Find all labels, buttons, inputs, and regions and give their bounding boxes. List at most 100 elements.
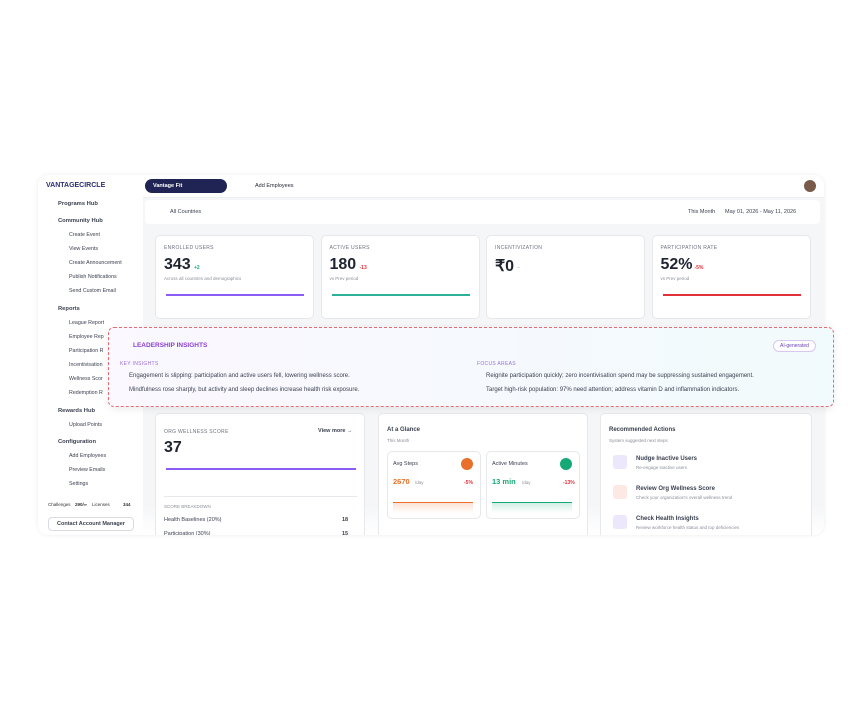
insights-panel: LEADERSHIP INSIGHTS AI-generated KEY INS… [108, 327, 834, 407]
kpi-note: Across all countries and demographics [164, 276, 242, 281]
nav-item[interactable]: Incentivisation [69, 362, 103, 368]
metric-value: 2670 [393, 477, 410, 486]
nav-item[interactable]: Programs Hub [58, 201, 98, 207]
nav-item[interactable]: View Events [69, 246, 99, 252]
licenses-label: Licenses [92, 502, 110, 507]
metric-delta: -5% [464, 480, 473, 486]
action-desc: Re-engage inactive users [636, 465, 688, 470]
metric-icon [461, 458, 473, 470]
nav-item[interactable]: Send Custom Email [69, 288, 116, 294]
breakdown-title: SCORE BREAKDOWN [164, 504, 211, 509]
glance-card: At a Glance This Month Avg Steps 2670/day -5… [378, 413, 588, 535]
nav-item[interactable]: Settings [69, 481, 89, 487]
nav-item[interactable]: Create Announcement [69, 260, 122, 266]
nav-item[interactable]: Wellness Scor [69, 376, 103, 382]
app: VANTAGECIRCLE Vantage Fit Add Employees … [38, 175, 824, 535]
metric-delta: -13% [563, 480, 575, 486]
nav-item[interactable]: Community Hub [58, 218, 103, 224]
kpi-delta: -- [517, 265, 520, 270]
metric-value: 13 min [492, 477, 516, 486]
key-insight: Engagement is slipping: participation an… [129, 373, 350, 379]
kpi-delta: -5% [694, 265, 704, 271]
kpi-label: INCENTIVIZATION [495, 245, 543, 251]
nav-item[interactable]: Create Event [69, 232, 100, 238]
kpi-value: 343 [164, 256, 191, 273]
action-title[interactable]: Review Org Wellness Score [636, 486, 715, 492]
action-icon [613, 485, 627, 499]
action-title[interactable]: Nudge Inactive Users [636, 456, 698, 462]
action-desc: Check your organization's overall wellne… [636, 495, 733, 500]
divider [164, 496, 357, 497]
kpi-delta: -13 [359, 265, 367, 271]
program-select[interactable] [145, 179, 227, 193]
kpi-value: ₹0 [495, 258, 515, 275]
challenges-label: Challenges [48, 502, 71, 507]
challenges-value: 290/∞ [75, 502, 87, 507]
kpi-label: PARTICIPATION RATE [660, 245, 718, 251]
breakdown-label: Health Baselines (20%) [164, 517, 222, 523]
kpi-value: 52% [660, 256, 693, 273]
focus-area: Reignite participation quickly; zero inc… [486, 373, 754, 379]
nav-item[interactable]: Upload Points [69, 422, 102, 428]
wellness-score: 37 [164, 439, 182, 456]
metric-label: Active Minutes [492, 461, 528, 467]
trend-line [166, 468, 356, 470]
metric-trend [492, 502, 572, 513]
breakdown-value: 15 [342, 531, 349, 535]
sparkline [662, 294, 801, 296]
wellness-card: ORG WELLNESS SCORE 37 View more → SCORE BRE… [155, 413, 365, 535]
action-icon [613, 455, 627, 469]
actions-card: Recommended Actions System suggested next… [600, 413, 812, 535]
kpi-card: ACTIVE USERS 180 -13 vs Prev period [320, 235, 480, 319]
kpi-card: INCENTIVIZATION ₹0 -- [486, 235, 645, 319]
kpi-card: PARTICIPATION RATE 52% -5% vs Prev period [651, 235, 811, 319]
metric-card: Active Minutes 13 min/day -13% [486, 451, 580, 519]
nav-item[interactable]: Employee Rep [69, 334, 104, 340]
avatar[interactable] [804, 180, 816, 192]
action-title[interactable]: Check Health Insights [636, 516, 699, 522]
actions-title: Recommended Actions [609, 427, 676, 433]
glance-title: At a Glance [387, 427, 421, 433]
nav-item[interactable]: Participation R [69, 348, 104, 354]
kpi-card: ENROLLED USERS 343 +2 Across all countries … [155, 235, 314, 319]
date-range[interactable]: May 01, 2026 - May 11, 2026 [725, 209, 797, 215]
contact-button[interactable]: Contact Account Manager [48, 517, 134, 531]
nav-item[interactable]: League Report [69, 320, 105, 326]
focus-area: Target high-risk population: 97% need at… [486, 387, 740, 393]
licenses-value: 344 [123, 502, 131, 507]
add-employees[interactable]: Add Employees [255, 183, 294, 189]
focus-title: FOCUS AREAS [477, 361, 516, 367]
country-filter[interactable]: All Countries [170, 209, 202, 215]
kpi-label: ENROLLED USERS [164, 245, 214, 251]
view-more[interactable]: View more → [318, 428, 353, 434]
breakdown-value: 18 [342, 517, 349, 523]
metric-unit: /day [415, 480, 424, 485]
kpi-label: ACTIVE USERS [329, 245, 370, 251]
nav-item[interactable]: Configuration [58, 439, 96, 445]
insights-title: LEADERSHIP INSIGHTS [133, 342, 208, 349]
ai-badge: AI-generated [773, 340, 816, 352]
nav-item[interactable]: Preview Emails [69, 467, 106, 473]
key-title: KEY INSIGHTS [120, 361, 159, 367]
sparkline [166, 294, 304, 296]
nav-item[interactable]: Reports [58, 306, 80, 312]
wellness-title: ORG WELLNESS SCORE [164, 429, 229, 435]
glance-subtitle: This Month [387, 438, 410, 443]
metric-trend [393, 502, 473, 513]
kpi-value: 180 [329, 256, 357, 273]
sparkline [331, 294, 470, 296]
program-name: Vantage Fit [153, 183, 183, 189]
kpi-note: vs Prev period [329, 276, 359, 281]
key-insight: Mindfulness rose sharply, but activity a… [129, 387, 360, 393]
metric-icon [560, 458, 572, 470]
period-filter[interactable]: This Month [688, 209, 716, 215]
nav-item[interactable]: Rewards Hub [58, 408, 96, 414]
nav-item[interactable]: Add Employees [69, 453, 107, 459]
nav-item[interactable]: Publish Notifications [69, 274, 117, 280]
kpi-delta: +2 [194, 265, 200, 271]
actions-subtitle: System suggested next steps [609, 438, 668, 443]
filter-bar [145, 200, 820, 224]
action-desc: Review workforce health status and top d… [636, 525, 740, 530]
nav-item[interactable]: Redemption R [69, 390, 103, 396]
